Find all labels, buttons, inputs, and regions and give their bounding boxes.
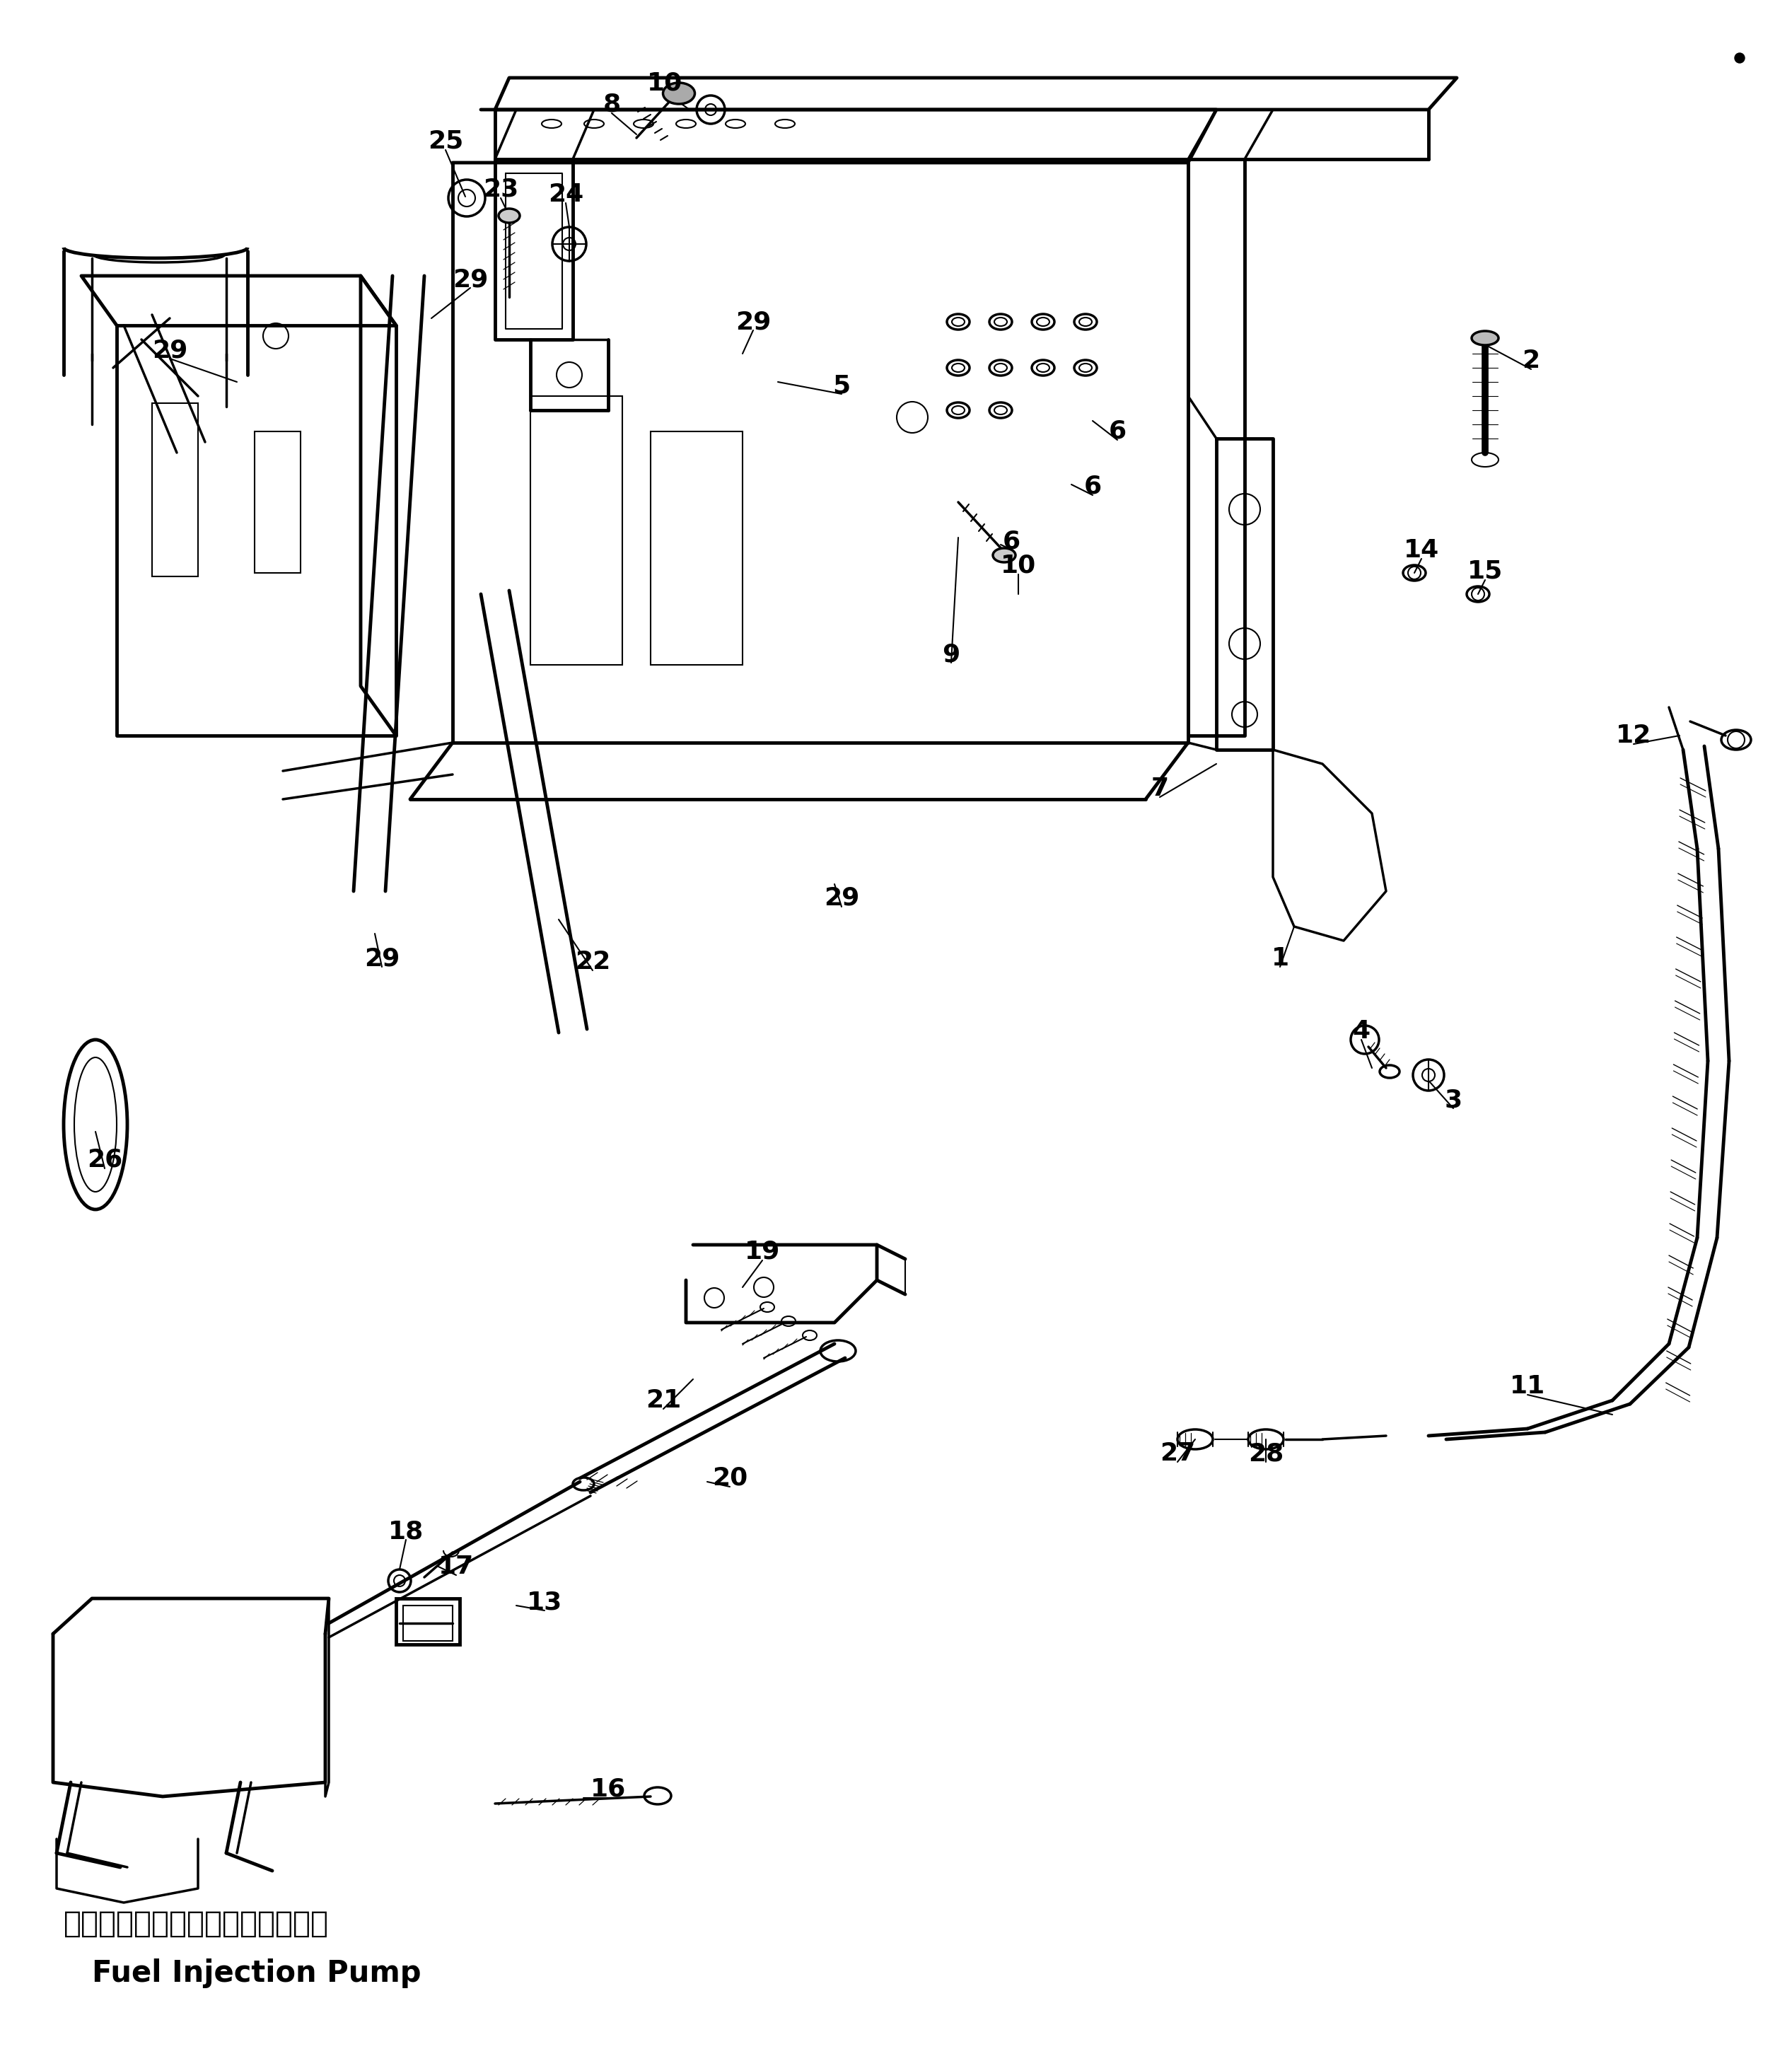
Text: 5: 5 xyxy=(833,373,851,398)
Bar xyxy=(152,404,197,576)
Text: 29: 29 xyxy=(735,309,771,334)
Ellipse shape xyxy=(1471,332,1498,344)
Text: 9: 9 xyxy=(943,641,961,666)
Text: 28: 28 xyxy=(1247,1440,1283,1465)
Bar xyxy=(254,432,301,574)
Text: 15: 15 xyxy=(1468,559,1503,584)
Text: 19: 19 xyxy=(744,1240,780,1264)
Text: 4: 4 xyxy=(1353,1018,1371,1043)
Text: 7: 7 xyxy=(1150,777,1168,801)
Bar xyxy=(530,395,622,664)
Bar xyxy=(396,1598,461,1645)
Text: 16: 16 xyxy=(590,1776,625,1801)
Text: 22: 22 xyxy=(575,951,611,973)
Text: 6: 6 xyxy=(1084,475,1102,498)
Text: 29: 29 xyxy=(364,947,400,971)
Text: 25: 25 xyxy=(428,129,464,154)
Text: 27: 27 xyxy=(1159,1440,1195,1465)
Ellipse shape xyxy=(663,82,695,104)
Text: 26: 26 xyxy=(86,1147,122,1172)
Text: 29: 29 xyxy=(152,338,188,363)
Text: 14: 14 xyxy=(1403,539,1439,561)
Text: Fuel Injection Pump: Fuel Injection Pump xyxy=(91,1959,421,1988)
Bar xyxy=(650,432,742,664)
Text: 21: 21 xyxy=(645,1389,681,1412)
Text: 1: 1 xyxy=(1271,947,1288,971)
Text: 13: 13 xyxy=(527,1590,563,1615)
Text: 29: 29 xyxy=(824,887,860,910)
Text: 10: 10 xyxy=(647,72,683,96)
Text: 10: 10 xyxy=(1000,553,1036,578)
Text: 18: 18 xyxy=(389,1518,423,1543)
Text: 6: 6 xyxy=(1002,529,1020,553)
Text: 23: 23 xyxy=(482,178,518,201)
Text: フェエルインジェクションポンプ: フェエルインジェクションポンプ xyxy=(65,1910,330,1938)
Text: 12: 12 xyxy=(1616,723,1652,748)
Bar xyxy=(403,1606,453,1641)
Text: 24: 24 xyxy=(548,182,584,207)
Text: 6: 6 xyxy=(1109,420,1125,443)
Text: 11: 11 xyxy=(1509,1375,1545,1397)
Ellipse shape xyxy=(498,209,520,223)
Text: 29: 29 xyxy=(452,266,487,291)
Text: 20: 20 xyxy=(711,1467,747,1490)
Text: 3: 3 xyxy=(1444,1088,1462,1113)
Text: 8: 8 xyxy=(602,92,620,117)
Text: 2: 2 xyxy=(1521,348,1539,373)
Ellipse shape xyxy=(993,549,1016,561)
Circle shape xyxy=(1735,53,1745,64)
Text: 17: 17 xyxy=(439,1555,473,1578)
